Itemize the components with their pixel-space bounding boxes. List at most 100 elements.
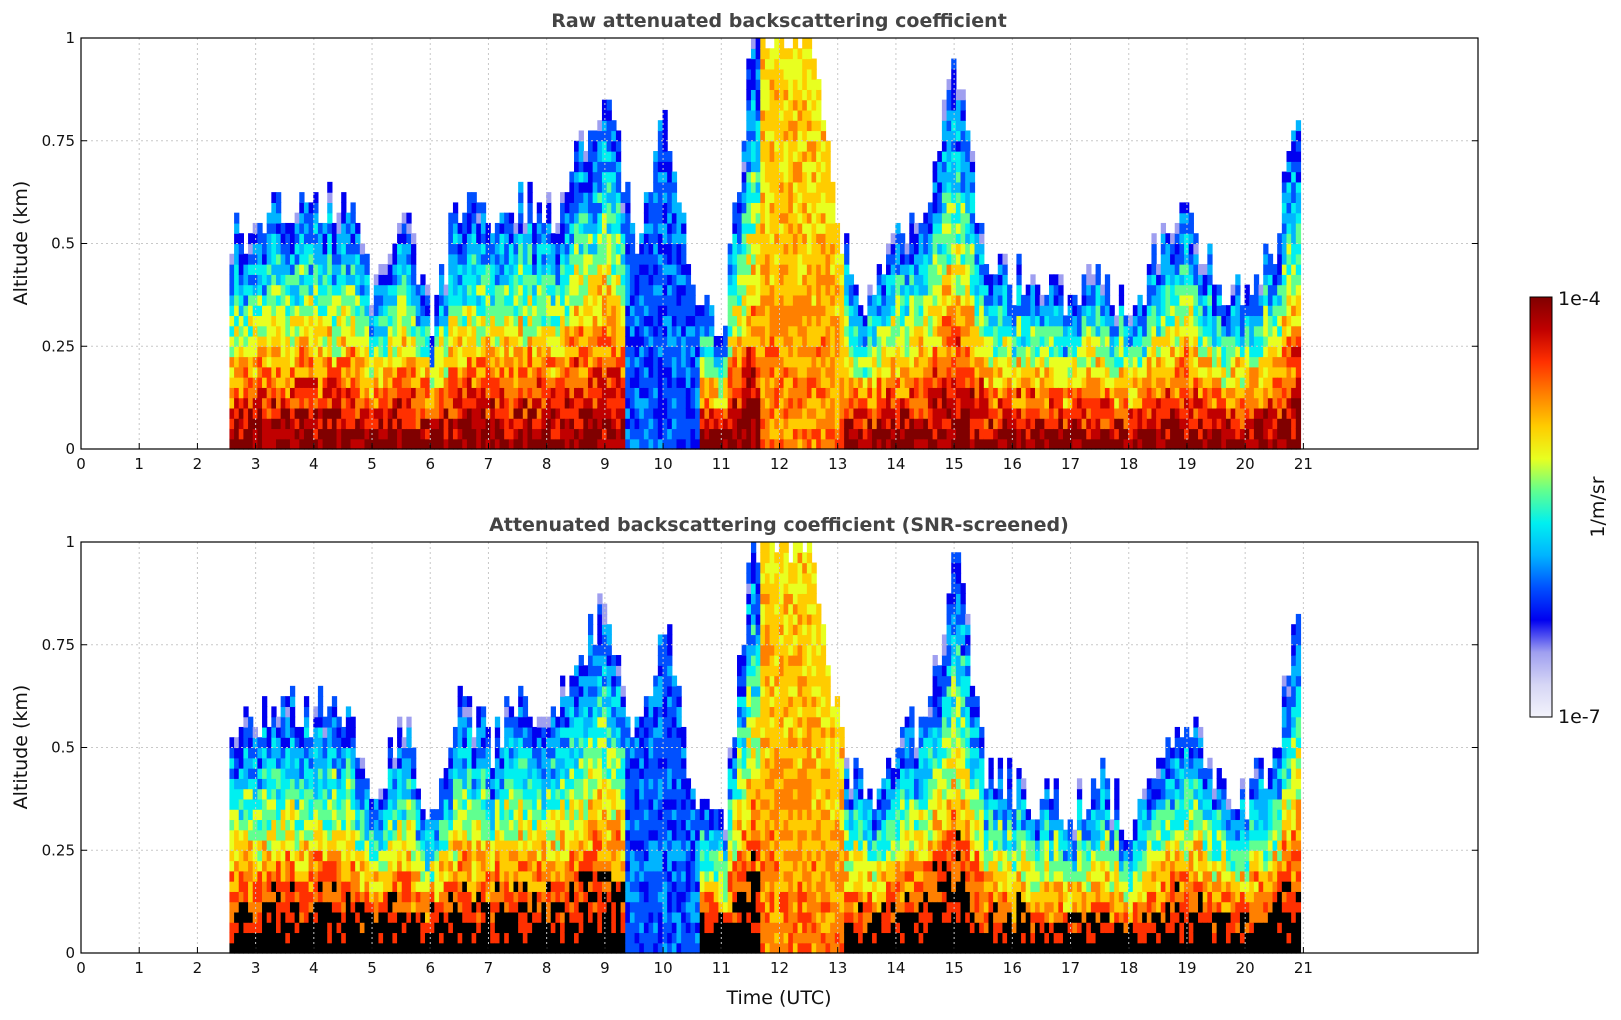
raw-backscatter-panel: Raw attenuated backscattering coefficien… <box>10 10 1479 473</box>
x-tick-label: 16 <box>1003 455 1022 473</box>
x-tick: 13 <box>828 947 847 977</box>
x-tick: 3 <box>251 443 261 473</box>
x-tick: 1 <box>134 443 144 473</box>
screened-y-ticks: 0 0.25 0.5 0.75 1 <box>42 533 1478 962</box>
colorbar-gradient <box>1529 296 1553 718</box>
y-tick-label: 0 <box>65 440 75 458</box>
x-tick-label: 18 <box>1119 455 1138 473</box>
x-tick: 19 <box>1177 443 1197 473</box>
x-tick: 9 <box>600 443 610 473</box>
x-tick: 0 <box>76 947 86 977</box>
y-tick-label: 1 <box>65 533 75 551</box>
x-tick-label: 19 <box>1177 959 1196 977</box>
x-tick-label: 3 <box>251 455 261 473</box>
x-tick-label: 14 <box>886 455 905 473</box>
y-tick: 0 <box>65 944 1478 962</box>
x-tick: 21 <box>1294 947 1313 977</box>
y-tick: 1 <box>65 533 1478 551</box>
y-tick-label: 0.25 <box>42 337 75 355</box>
y-tick-label: 0.5 <box>51 235 75 253</box>
x-tick-label: 5 <box>367 455 377 473</box>
x-tick: 10 <box>654 947 673 977</box>
x-tick-label: 8 <box>542 959 552 977</box>
x-tick-label: 14 <box>886 959 905 977</box>
y-tick: 0.75 <box>42 132 1478 150</box>
x-tick: 4 <box>309 947 319 977</box>
x-tick: 6 <box>425 947 435 977</box>
raw-gridlines <box>81 38 1478 449</box>
x-tick-label: 20 <box>1236 959 1255 977</box>
x-tick-label: 12 <box>770 959 789 977</box>
screened-panel-title: Attenuated backscattering coefficient (S… <box>489 514 1069 536</box>
colorbar: 1e-4 1e-7 1/m/sr <box>1529 288 1609 728</box>
x-tick: 5 <box>367 443 377 473</box>
y-tick: 0.25 <box>42 841 1478 859</box>
x-tick-label: 1 <box>134 959 144 977</box>
raw-y-ticks: 0 0.25 0.5 0.75 1 <box>42 29 1478 458</box>
raw-y-axis-label: Altitude (km) <box>10 181 32 306</box>
x-tick: 6 <box>425 443 435 473</box>
x-tick: 3 <box>251 947 261 977</box>
x-tick: 14 <box>886 947 905 977</box>
x-tick-label: 17 <box>1061 455 1080 473</box>
x-tick-label: 16 <box>1003 959 1022 977</box>
x-tick-label: 13 <box>828 959 847 977</box>
x-tick-label: 6 <box>425 959 435 977</box>
screened-y-axis-label: Altitude (km) <box>10 685 32 810</box>
y-tick: 0.75 <box>42 636 1478 654</box>
x-tick: 9 <box>600 947 610 977</box>
y-tick: 0.25 <box>42 337 1478 355</box>
x-tick: 2 <box>193 443 203 473</box>
x-tick-label: 9 <box>600 455 610 473</box>
x-tick: 21 <box>1294 443 1313 473</box>
x-tick-label: 17 <box>1061 959 1080 977</box>
colorbar-unit-label: 1/m/sr <box>1587 476 1609 537</box>
x-tick: 15 <box>945 947 964 977</box>
x-tick: 7 <box>484 947 493 977</box>
x-tick-label: 13 <box>828 455 847 473</box>
x-tick-label: 15 <box>945 455 964 473</box>
x-tick: 8 <box>542 443 551 473</box>
x-tick: 18 <box>1119 443 1138 473</box>
x-tick-label: 0 <box>76 959 86 977</box>
x-tick-label: 21 <box>1294 959 1313 977</box>
x-tick-label: 3 <box>251 959 261 977</box>
x-tick: 16 <box>1003 947 1022 977</box>
y-tick: 0 <box>65 440 1478 458</box>
screened-x-ticks: 0 1 2 3 4 5 6 7 8 9 10 11 12 13 14 15 16 17 18 19 20 21 <box>76 947 1313 977</box>
x-tick: 16 <box>1003 443 1022 473</box>
x-tick: 11 <box>712 947 731 977</box>
x-tick: 15 <box>945 443 964 473</box>
x-tick-label: 5 <box>367 959 377 977</box>
screened-gridlines <box>81 542 1478 953</box>
y-tick-label: 0.25 <box>42 841 75 859</box>
colorbar-max-label: 1e-4 <box>1558 288 1601 310</box>
y-tick-label: 0 <box>65 944 75 962</box>
y-tick: 0.5 <box>51 235 1478 253</box>
x-tick: 20 <box>1236 443 1255 473</box>
y-tick-label: 0.75 <box>42 132 75 150</box>
y-tick-label: 0.75 <box>42 636 75 654</box>
x-tick-label: 1 <box>134 455 144 473</box>
x-tick-label: 12 <box>770 455 789 473</box>
colorbar-min-label: 1e-7 <box>1558 706 1601 728</box>
x-tick-label: 20 <box>1236 455 1255 473</box>
x-tick: 17 <box>1061 443 1080 473</box>
x-tick: 5 <box>367 947 377 977</box>
y-tick-label: 1 <box>65 29 75 47</box>
y-tick-label: 0.5 <box>51 739 75 757</box>
x-tick-label: 4 <box>309 455 319 473</box>
x-tick-label: 7 <box>484 455 494 473</box>
x-tick: 7 <box>484 443 494 473</box>
raw-x-ticks: 0 1 2 3 4 5 6 7 8 9 10 11 12 13 14 15 16 17 18 19 20 21 <box>76 443 1313 473</box>
x-tick-label: 10 <box>654 959 673 977</box>
x-tick-label: 4 <box>309 959 319 977</box>
x-tick: 13 <box>828 443 847 473</box>
x-tick-label: 11 <box>712 959 731 977</box>
x-tick: 20 <box>1236 947 1255 977</box>
x-tick-label: 19 <box>1177 455 1196 473</box>
x-tick: 12 <box>770 947 789 977</box>
x-axis-label: Time (UTC) <box>725 987 831 1009</box>
x-tick-label: 2 <box>193 455 203 473</box>
